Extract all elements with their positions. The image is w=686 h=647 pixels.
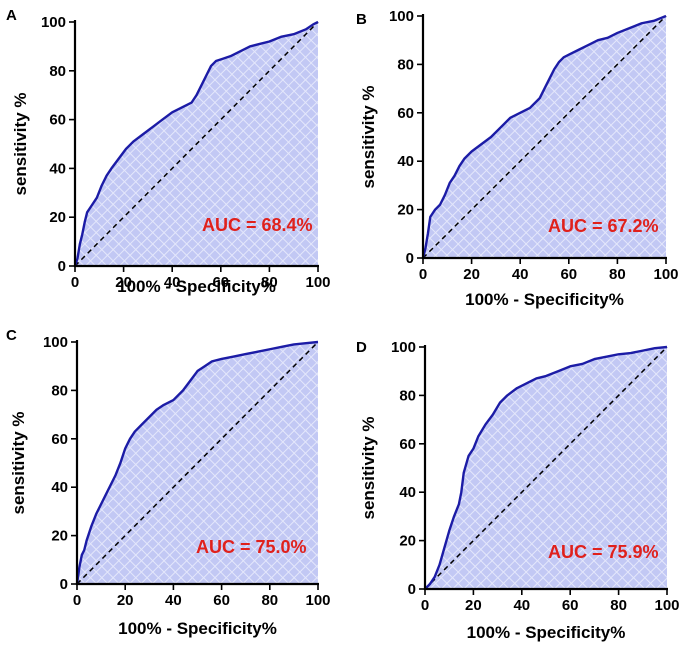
y-tick-label-c-100: 100 — [43, 334, 68, 351]
x-tick-label-d-40: 40 — [513, 597, 530, 614]
x-axis-label-a: 100% - Specificity% — [117, 277, 276, 296]
panel-a: 0 20 40 60 80 100 0 20 40 60 80 100 100% - Specifici… — [6, 7, 331, 296]
x-tick-label-c-80: 80 — [261, 592, 278, 609]
x-tick-label-c-60: 60 — [213, 592, 230, 609]
x-tick-label-b-40: 40 — [512, 266, 529, 283]
panel-letter-a: A — [6, 7, 17, 24]
x-tick-label-a-80: 80 — [261, 274, 278, 291]
panel-b: 0 20 40 60 80 100 0 20 40 60 80 100 100% - Specifici… — [356, 8, 679, 309]
y-tick-label-b-80: 80 — [397, 56, 414, 73]
x-tick-label-d-80: 80 — [610, 597, 627, 614]
reference-line-d — [424, 346, 668, 590]
y-tick-label-c-0: 0 — [60, 576, 68, 593]
y-tick-label-a-0: 0 — [58, 258, 66, 275]
panel-letter-b: B — [356, 11, 367, 28]
auc-label-b: AUC = 67.2% — [548, 216, 659, 236]
roc-line-d — [424, 345, 668, 590]
y-axis-label-b: sensitivity % — [359, 86, 378, 189]
auc-label-c: AUC = 75.0% — [196, 537, 307, 557]
y-tick-label-a-60: 60 — [49, 112, 66, 129]
y-tick-label-a-20: 20 — [49, 209, 66, 226]
roc-line-c — [75, 340, 319, 585]
y-tick-label-b-100: 100 — [389, 8, 414, 25]
y-tick-label-c-20: 20 — [51, 528, 68, 545]
reference-line-b — [422, 15, 667, 259]
panel-c: 0 20 40 60 80 100 0 20 40 60 80 100 100% - Specifici… — [6, 327, 331, 638]
x-tick-label-a-100: 100 — [305, 274, 330, 291]
y-tick-label-b-20: 20 — [397, 202, 414, 219]
y-tick-label-b-0: 0 — [406, 250, 414, 267]
y-tick-label-d-40: 40 — [399, 484, 416, 501]
x-tick-label-a-20: 20 — [115, 274, 132, 291]
y-tick-label-d-80: 80 — [399, 387, 416, 404]
y-tick-label-d-100: 100 — [391, 339, 416, 356]
y-axis-label-d: sensitivity % — [359, 417, 378, 520]
x-tick-label-d-60: 60 — [562, 597, 579, 614]
x-tick-label-a-0: 0 — [71, 274, 79, 291]
x-axis-label-d: 100% - Specificity% — [467, 623, 626, 642]
y-tick-label-c-40: 40 — [51, 479, 68, 496]
y-axis-label-c: sensitivity % — [9, 412, 28, 515]
y-tick-label-b-60: 60 — [397, 105, 414, 122]
y-tick-label-a-40: 40 — [49, 160, 66, 177]
auc-label-d: AUC = 75.9% — [548, 542, 659, 562]
x-tick-label-c-100: 100 — [305, 592, 330, 609]
x-tick-label-d-0: 0 — [421, 597, 429, 614]
reference-line-c — [76, 341, 319, 585]
x-axis-label-b: 100% - Specificity% — [465, 290, 624, 309]
y-tick-label-c-80: 80 — [51, 382, 68, 399]
reference-line-a — [74, 21, 319, 267]
y-tick-label-b-40: 40 — [397, 153, 414, 170]
x-tick-label-b-80: 80 — [609, 266, 626, 283]
y-tick-label-d-60: 60 — [399, 436, 416, 453]
x-axis-label-c: 100% - Specificity% — [118, 619, 277, 638]
y-tick-label-a-100: 100 — [41, 14, 66, 31]
x-tick-label-c-20: 20 — [117, 592, 134, 609]
x-tick-label-a-60: 60 — [212, 274, 229, 291]
x-tick-label-d-20: 20 — [465, 597, 482, 614]
y-tick-label-c-60: 60 — [51, 431, 68, 448]
roc-line-a — [73, 20, 319, 267]
y-tick-label-a-80: 80 — [49, 63, 66, 80]
y-tick-label-d-20: 20 — [399, 533, 416, 550]
x-tick-label-a-40: 40 — [164, 274, 181, 291]
y-axis-label-a: sensitivity % — [11, 93, 30, 196]
panel-letter-c: C — [6, 327, 17, 344]
x-tick-label-b-60: 60 — [560, 266, 577, 283]
x-tick-label-b-100: 100 — [653, 266, 678, 283]
panel-letter-d: D — [356, 339, 367, 356]
x-tick-label-d-100: 100 — [654, 597, 679, 614]
auc-label-a: AUC = 68.4% — [202, 215, 313, 235]
x-tick-label-b-0: 0 — [419, 266, 427, 283]
y-tick-label-d-0: 0 — [408, 581, 416, 598]
panel-d: 0 20 40 60 80 100 0 20 40 60 80 100 100% - Specifici… — [356, 339, 680, 642]
x-tick-label-b-20: 20 — [463, 266, 480, 283]
roc-line-b — [421, 14, 667, 259]
x-tick-label-c-40: 40 — [165, 592, 182, 609]
x-tick-label-c-0: 0 — [73, 592, 81, 609]
